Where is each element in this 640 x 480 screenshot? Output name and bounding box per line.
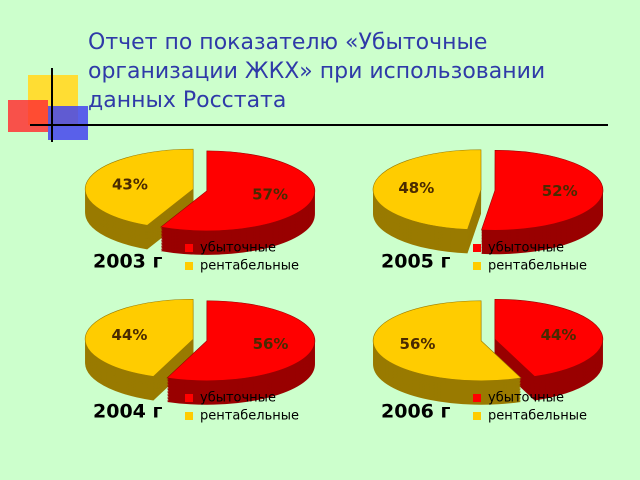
pie-slice: [372, 149, 482, 230]
legend-label: убыточные: [488, 391, 564, 406]
legend-swatch: [185, 394, 193, 402]
legend-label: убыточные: [488, 241, 564, 256]
pie-slice: [166, 300, 316, 382]
legend-label: рентабельные: [200, 409, 299, 424]
pie-slice: [481, 149, 604, 231]
legend-label: убыточные: [200, 241, 276, 256]
legend-swatch: [185, 412, 193, 420]
legend-swatch: [473, 394, 481, 402]
pie-slice: [160, 150, 316, 232]
legend-swatch: [185, 244, 193, 252]
legend-label: рентабельные: [488, 259, 587, 274]
chart-title: 2005 г: [381, 251, 450, 273]
data-label: 56%: [400, 335, 436, 353]
pie-slice: [494, 298, 604, 377]
legend-swatch: [473, 262, 481, 270]
legend-label: убыточные: [200, 391, 276, 406]
chart-title: 2006 г: [381, 401, 450, 423]
legend-label: рентабельные: [488, 409, 587, 424]
legend-swatch: [473, 412, 481, 420]
legend-swatch: [473, 244, 481, 252]
data-label: 56%: [253, 335, 289, 353]
chart-title: 2003 г: [93, 251, 162, 273]
slide-title: Отчет по показателю «Убыточные организаци…: [88, 30, 545, 113]
deco-red: [8, 100, 48, 132]
pie-slice: [84, 298, 194, 377]
legend-label: рентабельные: [200, 259, 299, 274]
deco-blue: [48, 106, 88, 140]
data-label: 48%: [398, 179, 434, 197]
data-label: 44%: [541, 326, 577, 344]
data-label: 57%: [252, 186, 288, 204]
legend-swatch: [185, 262, 193, 270]
data-label: 43%: [112, 175, 148, 193]
data-label: 52%: [542, 182, 578, 200]
data-label: 44%: [112, 326, 148, 344]
chart-title: 2004 г: [93, 401, 162, 423]
pie-slice: [372, 300, 522, 382]
pie-slice: [84, 148, 194, 226]
